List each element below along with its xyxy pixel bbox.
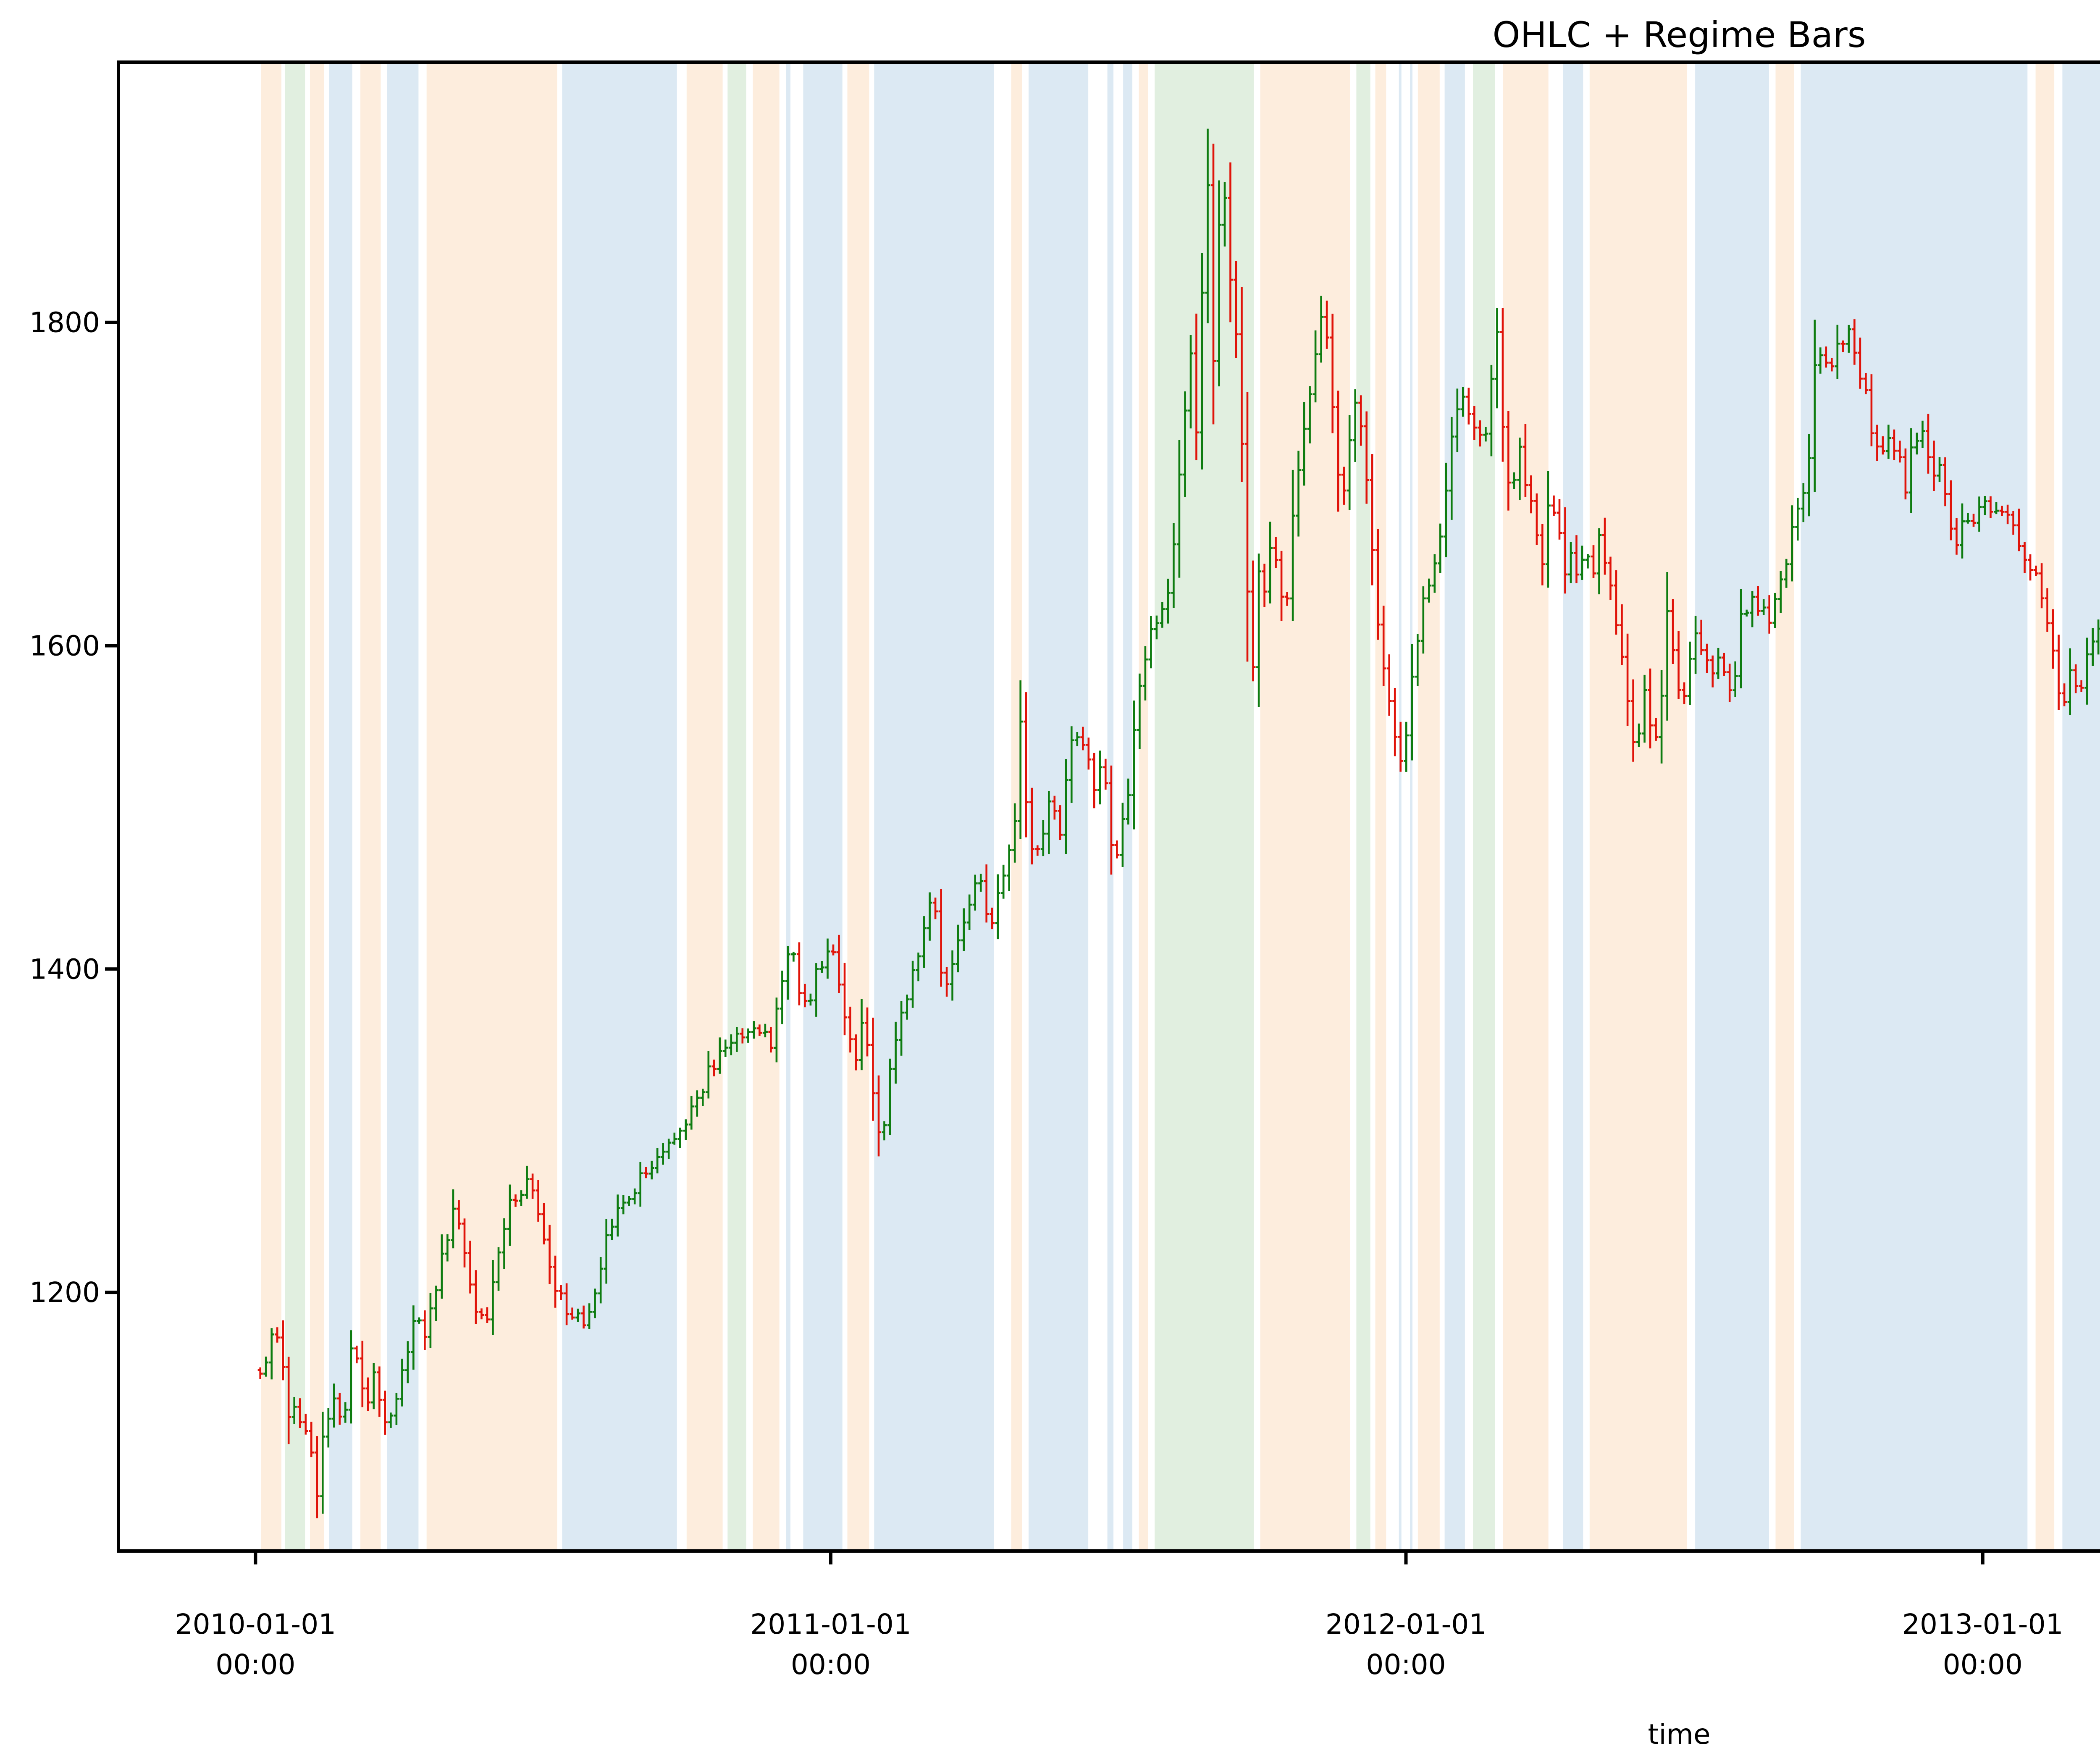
regime-band-blue bbox=[786, 62, 790, 1551]
x-tick-label-time: 00:00 bbox=[215, 1648, 295, 1681]
y-tick-label: 1800 bbox=[29, 307, 100, 339]
regime-band-blue bbox=[2062, 62, 2100, 1551]
regime-band-blue bbox=[874, 62, 994, 1551]
ohlc-bars bbox=[257, 129, 2100, 1519]
regime-band-blue bbox=[1801, 62, 2028, 1551]
regime-band-blue bbox=[562, 62, 677, 1551]
regime-band-orange bbox=[753, 62, 780, 1551]
regime-band-orange bbox=[310, 62, 324, 1551]
x-tick-label: 2012-01-01 bbox=[1326, 1608, 1487, 1640]
regime-band-blue bbox=[803, 62, 843, 1551]
plot-border bbox=[117, 60, 2100, 1553]
x-axis-label: time bbox=[1648, 1718, 1710, 1751]
axes bbox=[105, 60, 2100, 1564]
y-tick-label: 1400 bbox=[29, 953, 100, 985]
tick-marks bbox=[105, 320, 1984, 1564]
x-tick-label: 2010-01-01 bbox=[175, 1608, 336, 1640]
regime-band-orange bbox=[686, 62, 723, 1551]
regime-band-orange bbox=[261, 62, 281, 1551]
regime-band-blue bbox=[1563, 62, 1583, 1551]
regime-band-blue bbox=[1029, 62, 1089, 1551]
regime-band-orange bbox=[426, 62, 557, 1551]
regime-band-orange bbox=[1589, 62, 1687, 1551]
regime-band-orange bbox=[1418, 62, 1440, 1551]
regime-band-orange bbox=[1139, 62, 1148, 1551]
regime-band-blue bbox=[1410, 62, 1412, 1551]
x-tick-label-time: 00:00 bbox=[1366, 1648, 1446, 1681]
regime-band-blue bbox=[329, 62, 352, 1551]
regime-band-blue bbox=[387, 62, 419, 1551]
chart-title: OHLC + Regime Bars bbox=[1492, 14, 1866, 55]
regime-band-orange bbox=[2035, 62, 2055, 1551]
regime-band-blue bbox=[1399, 62, 1402, 1551]
regime-bands bbox=[261, 62, 2100, 1551]
regime-band-orange bbox=[1375, 62, 1386, 1551]
regime-band-orange bbox=[847, 62, 869, 1551]
regime-band-green bbox=[1155, 62, 1254, 1551]
regime-band-orange bbox=[360, 62, 381, 1551]
y-tick-label: 1600 bbox=[29, 630, 100, 662]
ohlc-bars-up bbox=[263, 129, 2100, 1514]
regime-band-blue bbox=[1444, 62, 1465, 1551]
x-tick-label-time: 00:00 bbox=[791, 1648, 871, 1681]
axis-labels: OHLC + Regime Bars time 2010-01-01 00:00 2… bbox=[29, 14, 2063, 1751]
regime-band-orange bbox=[1775, 62, 1794, 1551]
regime-band-orange bbox=[1260, 62, 1350, 1551]
x-tick-label-time: 00:00 bbox=[1943, 1648, 2023, 1681]
x-tick-label: 2011-01-01 bbox=[750, 1608, 911, 1640]
regime-band-blue bbox=[1695, 62, 1769, 1551]
regime-band-green bbox=[1473, 62, 1495, 1551]
ohlc-bars-down bbox=[257, 144, 2084, 1519]
y-tick-label: 1200 bbox=[29, 1276, 100, 1309]
regime-band-green bbox=[285, 62, 305, 1551]
regime-band-orange bbox=[1503, 62, 1549, 1551]
regime-band-green bbox=[1356, 62, 1370, 1551]
x-tick-label: 2013-01-01 bbox=[1902, 1608, 2063, 1640]
regime-band-green bbox=[727, 62, 746, 1551]
